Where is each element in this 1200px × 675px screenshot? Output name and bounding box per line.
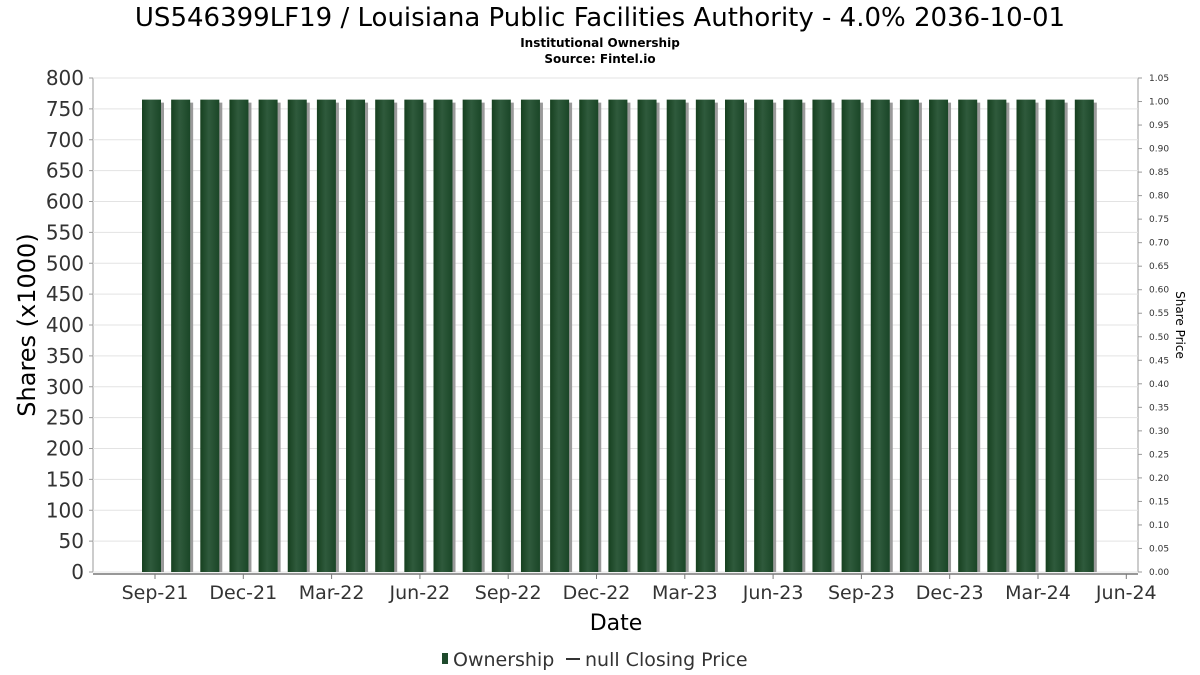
y-axis-label: Shares (x1000) [13,233,41,416]
y-tick-label: 500 [46,251,84,275]
ownership-bar [812,99,832,573]
x-tick-label: Mar-23 [652,582,718,604]
legend: Ownership null Closing Price [442,649,748,671]
y2-tick-label: 0.00 [1149,568,1169,578]
ownership-bar [316,99,336,573]
y-tick-label: 400 [46,313,84,337]
legend-ownership-label: Ownership [453,649,554,671]
x-tick-label: Dec-22 [563,582,631,604]
ownership-bar [666,99,686,573]
y2-tick-label: 0.60 [1149,286,1169,296]
x-tick-label: Dec-23 [916,582,984,604]
x-tick-label: Sep-23 [828,582,895,604]
ownership-bar [375,99,395,573]
y2-tick-label: 0.30 [1149,427,1169,437]
ownership-bar [200,99,220,573]
ownership-bar [404,99,424,573]
chart-subtitle-source: Source: Fintel.io [544,52,655,66]
ownership-bar [899,99,919,573]
y2-tick-label: 0.85 [1149,168,1169,178]
x-tick-label: Jun-22 [389,582,451,604]
ownership-bar [754,99,774,573]
ownership-bar [433,99,453,573]
ownership-bar [637,99,657,573]
y2-axis-label: Share Price [1173,291,1187,359]
ownership-bar [1016,99,1036,573]
ownership-bar [783,99,803,573]
y2-tick-label: 0.50 [1149,333,1169,343]
y2-axis-ticks: 0.00 0.05 0.10 0.15 0.20 0.25 0.30 0.35 0.40 0.45… [1138,74,1169,578]
x-tick-label: Sep-21 [122,582,189,604]
y-tick-label: 450 [46,282,84,306]
x-tick-label: Mar-24 [1005,582,1071,604]
x-tick-label: Jun-23 [742,582,804,604]
y-tick-label: 150 [46,467,84,491]
ownership-bar [987,99,1007,573]
y-tick-label: 550 [46,220,84,244]
y-tick-label: 200 [46,437,84,461]
y2-tick-label: 1.05 [1149,74,1169,84]
ownership-bar [171,99,191,573]
y2-tick-label: 1.00 [1149,98,1169,108]
ownership-bar [870,99,890,573]
ownership-bar [958,99,978,573]
y2-tick-label: 0.95 [1149,121,1169,131]
ownership-bar [287,99,307,573]
y2-tick-label: 0.45 [1149,356,1169,366]
y-tick-label: 750 [46,97,84,121]
x-tick-label: Mar-22 [299,582,365,604]
ownership-bar [142,99,161,573]
ownership-bar [462,99,482,573]
y-tick-label: 600 [46,190,84,214]
y2-tick-label: 0.35 [1149,403,1169,413]
y2-tick-label: 0.40 [1149,380,1169,390]
y2-tick-label: 0.65 [1149,262,1169,272]
y2-tick-label: 0.25 [1149,450,1169,460]
ownership-bar [841,99,861,573]
ownership-bar [579,99,599,573]
y2-tick-label: 0.20 [1149,474,1169,484]
y-axis-ticks: 0 50 100 150 200 250 300 350 400 450 500 550 600 650 7… [46,66,93,584]
ownership-bar [1045,99,1065,573]
chart-subtitle-ownership: Institutional Ownership [520,36,680,50]
ownership-bar [346,99,366,573]
x-axis-ticks: Sep-21 Dec-21 Mar-22 Jun-22 Sep-22 Dec-22 Mar-… [122,574,1157,604]
y-tick-label: 0 [71,560,84,584]
y2-tick-label: 0.90 [1149,145,1169,155]
ownership-bar [520,99,540,573]
ownership-bar [725,99,744,573]
x-tick-label: Sep-22 [475,582,542,604]
y2-tick-label: 0.75 [1149,215,1169,225]
ownership-bar [550,99,570,573]
y2-tick-label: 0.15 [1149,497,1169,507]
ownership-bar [258,99,278,573]
x-tick-label: Jun-24 [1095,582,1157,604]
y-tick-label: 650 [46,159,84,183]
y-tick-label: 800 [46,66,84,90]
bars-layer [142,99,1097,573]
ownership-bar [229,99,249,573]
y2-tick-label: 0.70 [1149,239,1169,249]
y2-tick-label: 0.55 [1149,309,1169,319]
y-tick-label: 300 [46,375,84,399]
ownership-bar [491,99,511,573]
y2-tick-label: 0.10 [1149,521,1169,531]
x-axis-label: Date [590,611,643,636]
y-tick-label: 350 [46,344,84,368]
ownership-bar [695,99,715,573]
chart-title: US546399LF19 / Louisiana Public Faciliti… [135,3,1065,33]
ownership-bar [608,99,628,573]
legend-closing-price-label: null Closing Price [585,649,748,671]
y-tick-label: 50 [59,529,84,553]
y-tick-label: 100 [46,498,84,522]
x-tick-label: Dec-21 [209,582,277,604]
y-tick-label: 700 [46,128,84,152]
ownership-bar [929,99,949,573]
legend-ownership-swatch [442,653,448,664]
y2-tick-label: 0.80 [1149,192,1169,202]
y2-tick-label: 0.05 [1149,544,1169,554]
ownership-bar [1074,99,1094,573]
y-tick-label: 250 [46,406,84,430]
